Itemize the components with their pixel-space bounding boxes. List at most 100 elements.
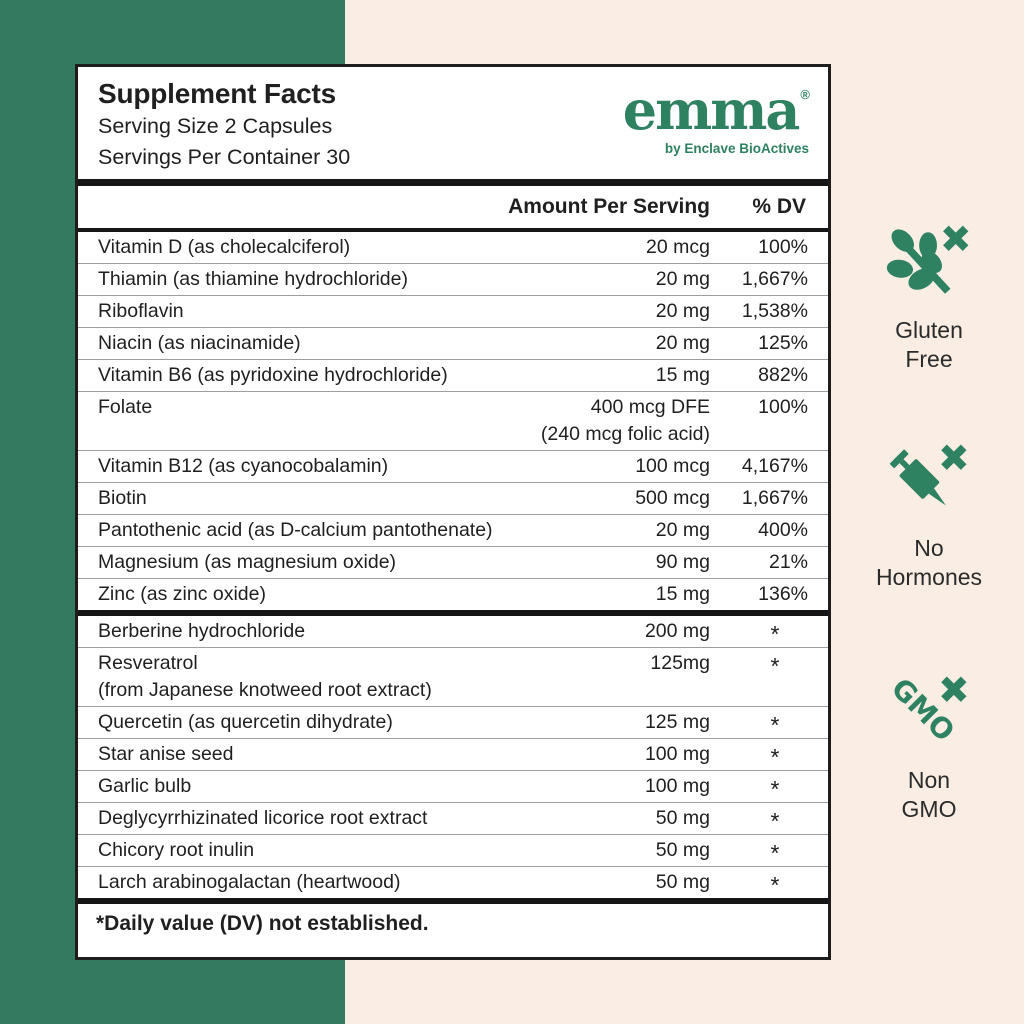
brand-byline: by Enclave BioActives — [664, 140, 809, 156]
nutrient-name: Star anise seed — [98, 742, 234, 765]
nutrient-amount: 20 mcg — [646, 235, 710, 258]
nutrient-amount: 50 mg — [655, 806, 710, 829]
registered-trademark-icon: ® — [800, 87, 810, 102]
supplement-facts-title: Supplement Facts — [98, 78, 336, 109]
brand-block: emma ® by Enclave BioActives — [622, 78, 810, 156]
badge-gluten-free-label: Gluten Free — [895, 316, 963, 375]
nutrient-amount: 15 mg — [655, 582, 710, 605]
divider-medium — [78, 227, 828, 232]
nutrient-dv: * — [770, 839, 780, 866]
badge-label-line: Hormones — [875, 564, 983, 591]
divider-thick-top — [78, 178, 828, 186]
nutrient-amount: 100 mg — [644, 774, 710, 797]
badge-non-gmo-label: Non GMO — [902, 766, 957, 825]
nutrient-name: Berberine hydrochloride — [98, 619, 306, 642]
nutrient-dv: * — [770, 620, 780, 647]
badge-gluten-free: Gluten Free — [842, 220, 1016, 375]
amount-column-header: Amount Per Serving — [508, 194, 710, 218]
serving-size-text: Serving Size 2 Capsules — [98, 114, 333, 139]
nutrient-dv: * — [770, 807, 780, 834]
nutrient-dv: * — [770, 711, 780, 738]
nutrient-dv: 100% — [758, 395, 808, 418]
badge-label-line: No — [914, 535, 944, 561]
emma-logo: emma — [622, 78, 801, 142]
nutrient-amount: 50 mg — [655, 838, 710, 861]
nutrient-name: Magnesium (as magnesium oxide) — [98, 550, 397, 573]
dv-column-header: % DV — [752, 194, 806, 218]
nutrient-amount: 20 mg — [655, 267, 710, 290]
table-row: Thiamin (as thiamine hydrochloride) 20 m… — [78, 262, 828, 295]
nutrient-name: Deglycyrrhizinated licorice root extract — [98, 806, 428, 829]
nutrient-dv: 125% — [758, 331, 808, 354]
nutrient-name-subline: (from Japanese knotweed root extract) — [98, 678, 432, 701]
table-row: Quercetin (as quercetin dihydrate) 125 m… — [78, 705, 828, 738]
nutrient-name: Thiamin (as thiamine hydrochloride) — [98, 267, 408, 290]
nutrient-dv: * — [770, 775, 780, 802]
nutrient-amount: 500 mcg — [635, 486, 710, 509]
nutrient-amount: 15 mg — [655, 363, 710, 386]
label-header: Supplement Facts Serving Size 2 Capsules… — [78, 67, 828, 179]
table-row: Chicory root inulin 50 mg * — [78, 833, 828, 866]
table-column-header: Amount Per Serving % DV — [78, 186, 828, 228]
nutrient-name: Chicory root inulin — [98, 838, 255, 861]
table-row: Larch arabinogalactan (heartwood) 50 mg … — [78, 865, 828, 898]
table-row: Magnesium (as magnesium oxide) 90 mg 21% — [78, 545, 828, 578]
daily-value-footnote: *Daily value (DV) not established. — [96, 911, 429, 935]
table-row: Berberine hydrochloride 200 mg * — [78, 616, 828, 647]
gluten-free-icon — [886, 225, 969, 294]
badge-non-gmo: GMO Non GMO — [842, 670, 1016, 825]
nutrient-amount: 200 mg — [644, 619, 710, 642]
table-row: Vitamin D (as cholecalciferol) 20 mcg 10… — [78, 232, 828, 263]
nutrient-dv: 21% — [768, 550, 808, 573]
badge-label-line: GMO — [901, 796, 957, 823]
table-row: Star anise seed 100 mg * — [78, 737, 828, 770]
nutrient-amount: 20 mg — [655, 299, 710, 322]
nutrient-amount: 90 mg — [655, 550, 710, 573]
nutrient-name: Riboflavin — [98, 299, 184, 322]
badge-no-hormones: No Hormones — [842, 438, 1016, 593]
table-row: Vitamin B6 (as pyridoxine hydrochloride)… — [78, 358, 828, 391]
table-row: Riboflavin 20 mg 1,538% — [78, 294, 828, 327]
supplement-facts-panel: Supplement Facts Serving Size 2 Capsules… — [75, 64, 831, 960]
nutrient-name: Folate — [98, 395, 153, 418]
table-row: Deglycyrrhizinated licorice root extract… — [78, 801, 828, 834]
table-row: Biotin 500 mcg 1,667% — [78, 481, 828, 514]
table-row: Folate 400 mcg DFE 100% (240 mcg folic a… — [78, 390, 828, 450]
nutrient-name: Vitamin B12 (as cyanocobalamin) — [98, 454, 389, 477]
nutrient-dv: 4,167% — [741, 454, 808, 477]
non-gmo-icon: GMO — [885, 672, 967, 748]
table-row: Vitamin B12 (as cyanocobalamin) 100 mcg … — [78, 449, 828, 482]
servings-per-container-text: Servings Per Container 30 — [98, 145, 351, 170]
badge-no-hormones-label: No Hormones — [876, 534, 982, 593]
nutrient-amount-subline: (240 mcg folic acid) — [540, 422, 710, 445]
nutrient-dv: * — [770, 871, 780, 898]
nutrient-name: Garlic bulb — [98, 774, 192, 797]
nutrient-amount: 50 mg — [655, 870, 710, 893]
no-hormones-icon — [889, 444, 967, 506]
nutrient-dv: * — [770, 743, 780, 770]
divider-thick-bottom — [78, 897, 828, 904]
nutrient-dv: 100% — [758, 235, 808, 258]
badge-label-line: Free — [905, 346, 953, 373]
nutrient-amount: 100 mg — [644, 742, 710, 765]
nutrient-dv: * — [770, 652, 780, 679]
nutrient-amount: 20 mg — [655, 518, 710, 541]
table-row: Niacin (as niacinamide) 20 mg 125% — [78, 326, 828, 359]
nutrient-name: Quercetin (as quercetin dihydrate) — [98, 710, 393, 733]
nutrient-amount: 400 mcg DFE — [590, 395, 710, 418]
nutrient-amount: 100 mcg — [635, 454, 710, 477]
nutrient-name: Vitamin B6 (as pyridoxine hydrochloride) — [98, 363, 448, 386]
badge-label-line: Gluten — [895, 317, 963, 343]
nutrient-dv: 882% — [758, 363, 808, 386]
nutrient-dv: 1,667% — [741, 486, 808, 509]
table-row: Pantothenic acid (as D-calcium pantothen… — [78, 513, 828, 546]
table-row: Garlic bulb 100 mg * — [78, 769, 828, 802]
nutrient-name: Zinc (as zinc oxide) — [98, 582, 266, 605]
nutrient-amount: 20 mg — [655, 331, 710, 354]
nutrient-name: Vitamin D (as cholecalciferol) — [98, 235, 351, 258]
nutrient-name: Larch arabinogalactan (heartwood) — [98, 870, 401, 893]
nutrient-name: Pantothenic acid (as D-calcium pantothen… — [98, 518, 493, 541]
table-row: Zinc (as zinc oxide) 15 mg 136% — [78, 577, 828, 610]
badge-label-line: Non — [907, 767, 951, 793]
